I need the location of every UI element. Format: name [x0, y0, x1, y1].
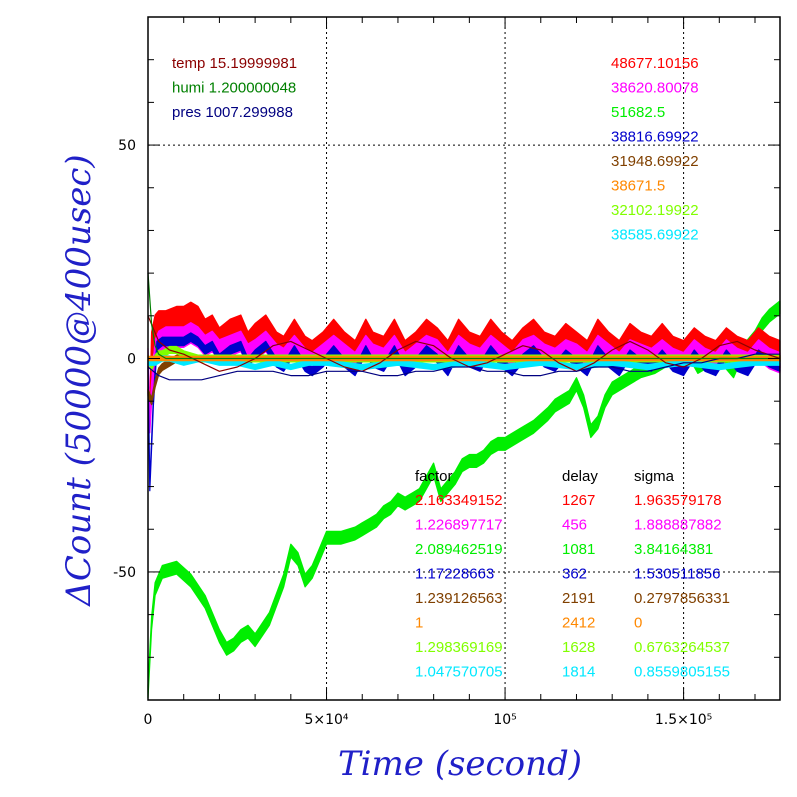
stats-sigma: 3.84164381 [634, 541, 713, 558]
stats-delay: 456 [562, 517, 587, 534]
series-mean-value: 38671.5 [611, 178, 665, 195]
stats-header: factor [415, 468, 453, 485]
series-10 [147, 273, 780, 360]
stats-sigma: 1.963579178 [634, 492, 722, 509]
stats-factor: 1.298369169 [415, 639, 503, 656]
series-mean-value: 51682.5 [611, 104, 665, 121]
stats-factor: 1.047570705 [415, 664, 503, 681]
stats-delay: 362 [562, 566, 587, 583]
series-mean-value: 32102.19922 [611, 202, 699, 219]
x-axis-title: Time (second) [338, 744, 582, 784]
x-axis-ticks: 0 5×10⁴ 10⁵ 1.5×10⁵ [144, 17, 756, 728]
stats-delay: 1081 [562, 541, 595, 558]
series-line [147, 273, 780, 360]
y-axis-ticks: -50 0 50 [113, 16, 780, 701]
stats-sigma: 1.530511856 [634, 566, 720, 583]
x-tick-label: 5×10⁴ [304, 712, 348, 728]
stats-factor: 2.163349152 [415, 492, 503, 509]
stats-delay: 1267 [562, 492, 595, 509]
stats-header: sigma [634, 468, 675, 485]
stats-delay: 2191 [562, 590, 595, 607]
series-mean-value: 38620.80078 [611, 80, 699, 97]
data-series [147, 273, 781, 699]
env-reading: humi 1.200000048 [172, 80, 296, 97]
stats-factor: 1 [415, 615, 423, 632]
x-tick-label: 10⁵ [493, 712, 516, 728]
env-reading: pres 1007.299988 [172, 104, 293, 121]
series-9 [147, 353, 780, 381]
stats-sigma: 0 [634, 615, 642, 632]
series-mean-value: 48677.10156 [611, 55, 699, 72]
stats-factor: 1.226897717 [415, 517, 503, 534]
stats-sigma: 0.6763264537 [634, 639, 730, 656]
series-mean-value: 38816.69922 [611, 129, 699, 146]
stats-delay: 2412 [562, 615, 595, 632]
stats-sigma: 0.8559805155 [634, 664, 730, 681]
series-line [147, 353, 780, 381]
env-reading: temp 15.19999981 [172, 55, 297, 72]
x-tick-label: 1.5×10⁵ [655, 712, 712, 728]
y-tick-label: 50 [118, 138, 136, 154]
x-tick-label: 0 [144, 712, 153, 728]
fit-stats-table: factor delay sigma 2.163349152 1267 1.9635791… [415, 468, 730, 681]
stats-delay: 1814 [562, 664, 595, 681]
plot-frame [147, 16, 781, 701]
stats-delay: 1628 [562, 639, 595, 656]
stats-sigma: 1.888887882 [634, 517, 722, 534]
series-means-legend: 48677.10156 38620.80078 51682.5 38816.69922… [611, 55, 699, 244]
environment-legend: temp 15.19999981 humi 1.200000048 pres 100… [172, 55, 297, 121]
series-mean-value: 38585.69922 [611, 227, 699, 244]
y-tick-label: 0 [127, 352, 136, 368]
y-tick-label: -50 [113, 565, 136, 581]
series-mean-value: 31948.69922 [611, 153, 699, 170]
stats-sigma: 0.2797856331 [634, 590, 730, 607]
stats-header: delay [562, 468, 598, 485]
stats-factor: 2.089462519 [415, 541, 503, 558]
y-axis-title: ΔCount (50000@400usec) [59, 154, 99, 607]
stats-factor: 1.17228663 [415, 566, 494, 583]
stats-factor: 1.239126563 [415, 590, 503, 607]
